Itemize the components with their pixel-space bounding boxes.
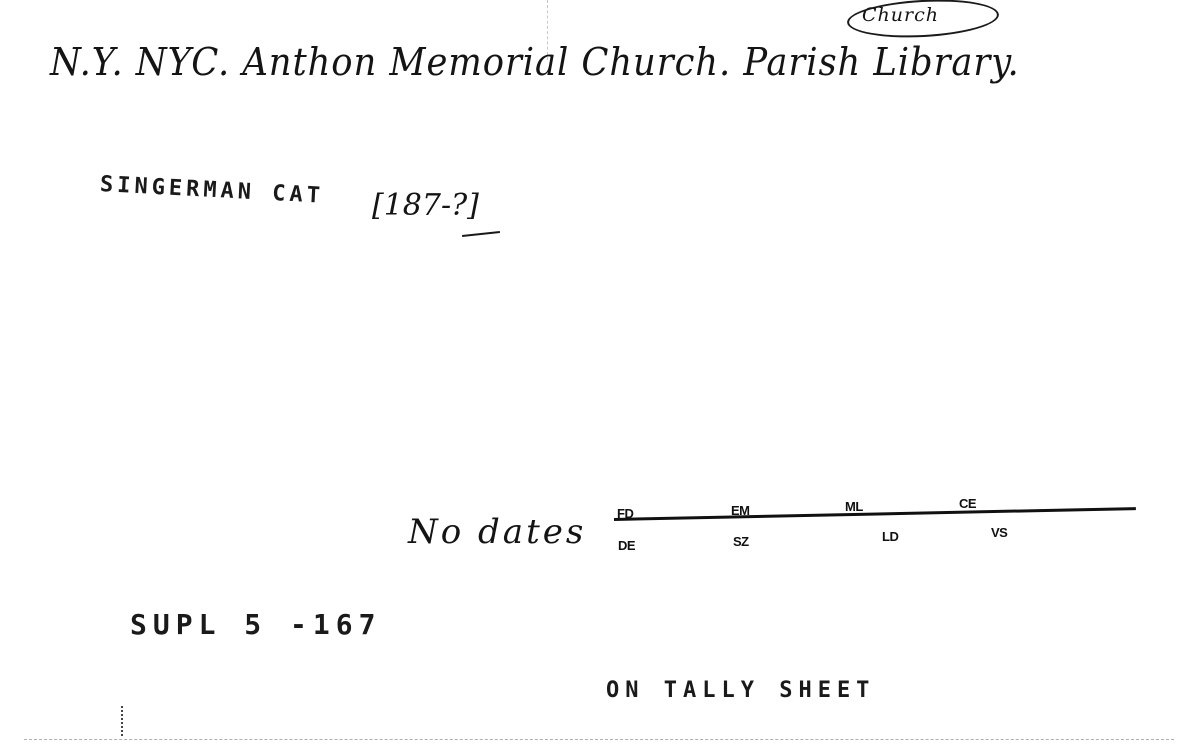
code-divider-line [613,507,1136,521]
catalog-date: [187-?] [372,188,479,223]
code-fd: FD [617,506,634,521]
catalog-date-underline [461,231,501,237]
tick-mark [121,706,123,736]
category-note: Church [862,4,939,26]
code-de: DE [618,538,636,553]
code-ce: CE [959,496,977,511]
no-dates-note: No dates [408,512,587,552]
code-em: EM [731,503,750,518]
card-edge-line [24,739,1174,740]
code-ld: LD [882,529,899,544]
catalog-label: SINGERMAN CAT [99,172,325,209]
code-sz: SZ [733,534,749,549]
code-ml: ML [845,499,863,514]
code-vs: VS [991,525,1008,540]
tally-sheet-note: ON TALLY SHEET [606,678,876,703]
card-heading: N.Y. NYC. Anthon Memorial Church. Parish… [50,40,1020,84]
supplement-number: SUPL 5 -167 [130,608,382,641]
fold-line [547,0,548,60]
